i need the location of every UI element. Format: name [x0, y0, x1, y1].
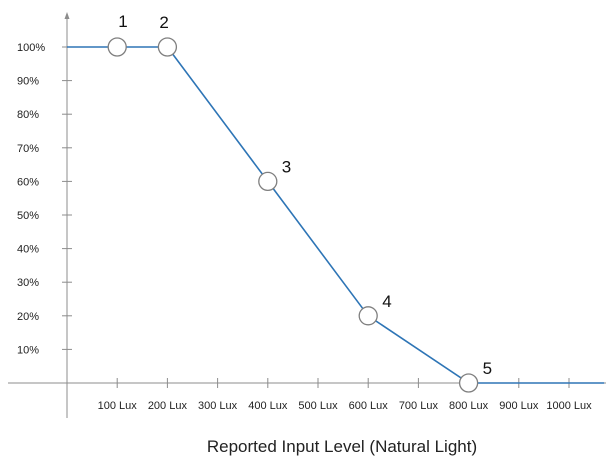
y-tick-label: 90% [17, 76, 39, 88]
point-label: 3 [282, 157, 291, 176]
x-tick-label: 500 Lux [298, 400, 338, 412]
data-point [258, 171, 278, 192]
x-axis-title: Reported Input Level (Natural Light) [207, 437, 477, 456]
series-line [67, 46, 605, 384]
x-tick-label: 300 Lux [198, 400, 238, 412]
y-tick-label: 80% [17, 109, 39, 121]
y-tick-label: 50% [17, 210, 39, 222]
x-tick-label: 400 Lux [248, 400, 288, 412]
x-tick-label: 100 Lux [98, 400, 138, 412]
point-label: 1 [118, 12, 127, 31]
labels: 1 2 3 4 5 [118, 12, 492, 378]
y-tick-label: 10% [17, 344, 39, 356]
data-point [107, 37, 127, 57]
x-tick-label: 700 Lux [399, 400, 439, 412]
y-tick-label: 40% [17, 244, 39, 256]
data-point [358, 306, 378, 326]
point-label: 4 [382, 292, 391, 311]
y-axis-arrow [64, 12, 70, 19]
point-label: 2 [159, 13, 168, 32]
x-tick-label: 900 Lux [499, 400, 539, 412]
axes [8, 12, 606, 418]
y-tick-label: 100% [17, 42, 45, 54]
x-tick-label: 200 Lux [148, 400, 188, 412]
data-point [157, 37, 178, 57]
y-tick-label: 20% [17, 311, 39, 323]
x-tick-label: 600 Lux [349, 400, 389, 412]
ticks: 100 Lux 200 Lux 300 Lux 400 Lux 500 Lux 600 L… [17, 42, 592, 412]
point-label: 5 [483, 359, 492, 378]
y-tick-label: 70% [17, 143, 39, 155]
data-point [458, 373, 479, 393]
y-tick-label: 30% [17, 277, 39, 289]
x-tick-label: 800 Lux [449, 400, 489, 412]
y-tick-label: 60% [17, 176, 39, 188]
series [67, 37, 605, 393]
x-tick-label: 1000 Lux [546, 400, 592, 412]
